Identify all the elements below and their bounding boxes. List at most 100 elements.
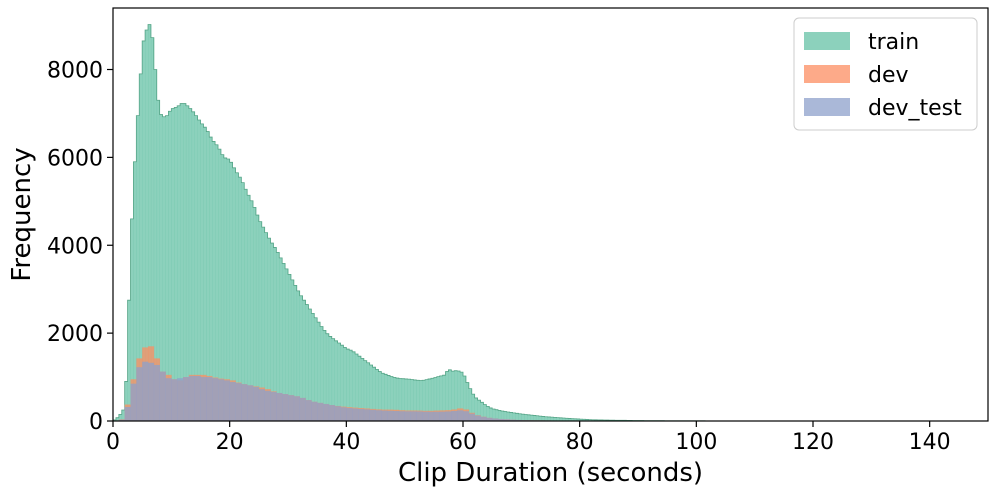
histogram-bar [352, 351, 356, 421]
histogram-bar [159, 114, 163, 421]
histogram-bar [346, 349, 350, 421]
histogram-bar [524, 414, 528, 421]
histogram-bar [465, 382, 470, 421]
histogram-bar [323, 403, 330, 421]
histogram-bar [363, 360, 368, 421]
histogram-bar [118, 414, 123, 421]
histogram-bar [241, 182, 245, 421]
histogram-bar [136, 115, 140, 421]
histogram-bar [238, 177, 242, 421]
histogram-bar [194, 375, 201, 421]
histogram-bar [253, 386, 260, 421]
histogram-bar [340, 407, 347, 421]
histogram-bar [206, 377, 213, 421]
histogram-bar [323, 330, 327, 421]
histogram-bar [229, 382, 236, 421]
histogram-bar [503, 411, 508, 421]
histogram-bar [428, 411, 435, 421]
histogram-bar [276, 252, 280, 421]
histogram-bar [299, 397, 306, 421]
histogram-bar [118, 419, 125, 421]
series-dev_test [113, 361, 697, 421]
histogram-bar [156, 100, 160, 421]
histogram-bar [463, 375, 467, 421]
y-tick-label: 0 [89, 410, 103, 435]
histogram-bar [159, 371, 166, 421]
histogram-bar [474, 397, 478, 421]
histogram-bar [439, 375, 443, 421]
histogram-bar [299, 295, 303, 421]
histogram-bar [530, 415, 534, 421]
histogram-bar [305, 304, 309, 421]
histogram-bar [363, 409, 370, 421]
histogram-bar [562, 418, 566, 421]
x-tick-label: 60 [449, 430, 477, 455]
histogram-bar [576, 418, 580, 421]
histogram-bar [419, 380, 423, 421]
y-tick-label: 8000 [47, 59, 103, 84]
histogram-bar [515, 413, 519, 421]
histogram-bar [171, 379, 178, 421]
histogram-bar [191, 111, 195, 422]
histogram-bar [244, 189, 248, 421]
histogram-bar [582, 419, 586, 421]
histogram-bar [500, 411, 505, 421]
histogram-bar [264, 390, 271, 421]
histogram-bar [232, 167, 236, 421]
histogram-bar [174, 107, 178, 422]
histogram-bar [302, 300, 306, 421]
histogram-bar [355, 353, 359, 421]
histogram-bar [180, 103, 184, 422]
histogram-bar [188, 375, 195, 421]
histogram-bar [538, 416, 543, 421]
histogram-bar [375, 410, 382, 421]
histogram-bar [270, 243, 274, 421]
histogram-bar [352, 408, 359, 421]
y-tick-label: 4000 [47, 234, 103, 259]
x-tick-label: 20 [216, 430, 244, 455]
histogram-bar [273, 247, 277, 421]
histogram-bar [570, 418, 575, 421]
x-tick-label: 80 [566, 430, 594, 455]
histogram-bar [127, 300, 131, 421]
histogram-bar [267, 238, 271, 421]
histogram-bar [255, 215, 260, 421]
histogram-bar [288, 395, 295, 421]
histogram-bar [492, 409, 496, 421]
y-axis-ticks: 0 2000 4000 6000 8000 [47, 59, 113, 435]
histogram-bar [457, 410, 464, 421]
histogram-bar [428, 378, 432, 421]
histogram-bar [387, 410, 394, 421]
histogram-bar [331, 338, 335, 421]
histogram-bar [218, 379, 225, 421]
histogram-bar [177, 378, 184, 421]
histogram-bar [290, 279, 295, 421]
histogram-bar [398, 378, 403, 421]
histogram-bar [279, 257, 283, 421]
histogram-bar [369, 364, 373, 421]
histogram-bar [375, 369, 379, 421]
histogram-bar [223, 380, 230, 421]
histogram-bar [188, 108, 193, 421]
histogram-bar [559, 417, 563, 421]
histogram-bar [588, 419, 592, 421]
histogram-bar [398, 411, 405, 421]
histogram-bar [270, 391, 277, 421]
histogram-bar [384, 374, 388, 421]
histogram-bar [153, 69, 158, 422]
histogram-bar [378, 371, 382, 421]
histogram-bar [337, 343, 341, 421]
histogram-bar [314, 317, 318, 421]
histogram-bar [328, 405, 335, 421]
histogram-bar [168, 111, 172, 421]
histogram-bar [130, 218, 134, 421]
histogram-bar [124, 406, 131, 421]
histogram-bar [185, 105, 190, 421]
histogram-bar [498, 410, 502, 421]
histogram-bar [550, 417, 554, 421]
histogram-bar [148, 362, 155, 421]
histogram-bar [442, 375, 446, 421]
histogram-bar [148, 24, 152, 421]
histogram-bar [334, 340, 338, 421]
histogram-bar [165, 115, 169, 421]
